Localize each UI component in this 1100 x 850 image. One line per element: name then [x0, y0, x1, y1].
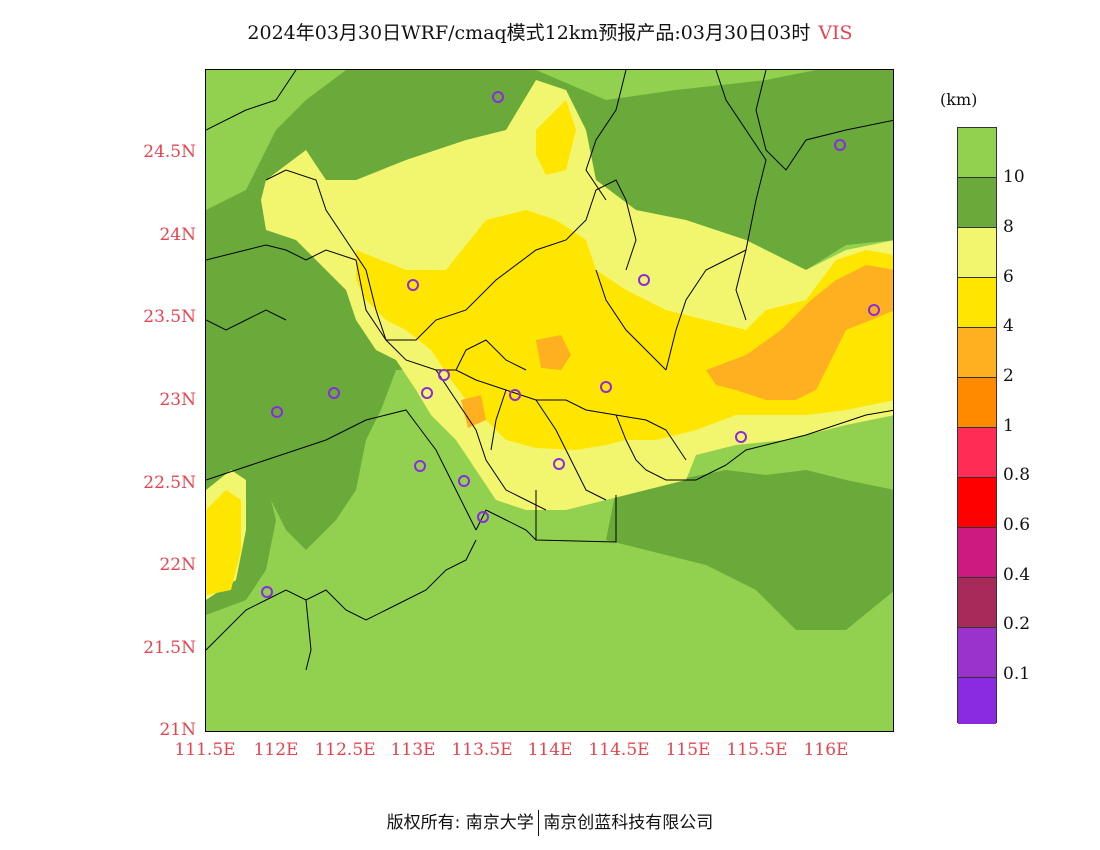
colorbar-segment [958, 528, 996, 578]
colorbar-label: 6 [1003, 267, 1014, 287]
lon-tick-label: 113.5E [451, 740, 513, 760]
vis-4-6-west [206, 490, 241, 595]
colorbar-label: 0.4 [1003, 565, 1031, 585]
station-marker [509, 389, 521, 401]
vis-8-10-se-sea [606, 470, 893, 630]
copyright-footer: 版权所有: 南京大学 南京创蓝科技有限公司 [0, 808, 1100, 836]
colorbar-label: 1 [1003, 416, 1014, 436]
lon-tick-label: 112E [253, 740, 299, 760]
vis-2-4-east [706, 265, 893, 400]
vis-2-4-center [536, 335, 571, 370]
colorbar-segment [958, 628, 996, 678]
station-marker [600, 381, 612, 393]
vis-2-4-small [461, 395, 486, 428]
lat-tick-label: 23.5N [143, 307, 196, 327]
variable-label: VIS [818, 22, 853, 44]
lat-tick-label: 24.5N [143, 142, 196, 162]
station-markers [261, 91, 880, 598]
colorbar-segment [958, 378, 996, 428]
colorbar-label: 8 [1003, 217, 1014, 237]
colorbar-segment [958, 428, 996, 478]
colorbar-label: 0.2 [1003, 614, 1031, 634]
station-marker [328, 387, 340, 399]
colorbar-segment [958, 278, 996, 328]
colorbar-label: 0.1 [1003, 664, 1031, 684]
title-text: 2024年03月30日WRF/cmaq模式12km预报产品:03月30日03时 [247, 22, 811, 44]
colorbar-label: 0.6 [1003, 515, 1031, 535]
colorbar-segment [958, 128, 996, 178]
station-marker [407, 279, 419, 291]
lat-tick-label: 22.5N [143, 473, 196, 493]
colorbar-segment [958, 478, 996, 528]
copyright-owner: 版权所有: 南京大学 [386, 813, 534, 833]
station-marker [438, 369, 450, 381]
lon-tick-label: 115.5E [726, 740, 788, 760]
colorbar-label: 10 [1003, 167, 1025, 187]
station-marker [492, 91, 504, 103]
station-marker [414, 460, 426, 472]
lon-tick-label: 114E [527, 740, 573, 760]
station-marker [261, 586, 273, 598]
colorbar-label: 0.8 [1003, 465, 1031, 485]
colorbar-segment [958, 578, 996, 628]
lon-tick-label: 115E [665, 740, 711, 760]
lon-tick-label: 114.5E [588, 740, 650, 760]
station-marker [868, 304, 880, 316]
lon-tick-label: 116E [803, 740, 849, 760]
colorbar [957, 127, 997, 724]
colorbar-label: 2 [1003, 366, 1014, 386]
lat-tick-label: 24N [159, 225, 196, 245]
station-marker [834, 139, 846, 151]
station-marker [735, 431, 747, 443]
station-marker [421, 387, 433, 399]
station-marker [477, 511, 489, 523]
lon-tick-label: 113E [390, 740, 436, 760]
lat-tick-label: 21.5N [143, 638, 196, 658]
map-plot-area [205, 69, 894, 732]
lon-tick-label: 111.5E [174, 740, 236, 760]
copyright-company: 南京创蓝科技有限公司 [543, 813, 714, 833]
map-title: 2024年03月30日WRF/cmaq模式12km预报产品:03月30日03时 V… [0, 18, 1100, 45]
colorbar-segment [958, 178, 996, 228]
lat-tick-label: 22N [159, 555, 196, 575]
colorbar-segment [958, 228, 996, 278]
station-marker [271, 406, 283, 418]
colorbar-unit: (km) [940, 90, 978, 109]
station-marker [458, 475, 470, 487]
vis-4-6-north [536, 100, 576, 175]
lat-tick-label: 23N [159, 390, 196, 410]
footer-divider [537, 810, 540, 836]
colorbar-segment [958, 328, 996, 378]
visibility-field-map [206, 70, 893, 731]
station-marker [638, 274, 650, 286]
colorbar-segment [958, 678, 996, 724]
colorbar-label: 4 [1003, 316, 1014, 336]
lat-tick-label: 21N [159, 720, 196, 740]
station-marker [553, 458, 565, 470]
lon-tick-label: 112.5E [314, 740, 376, 760]
